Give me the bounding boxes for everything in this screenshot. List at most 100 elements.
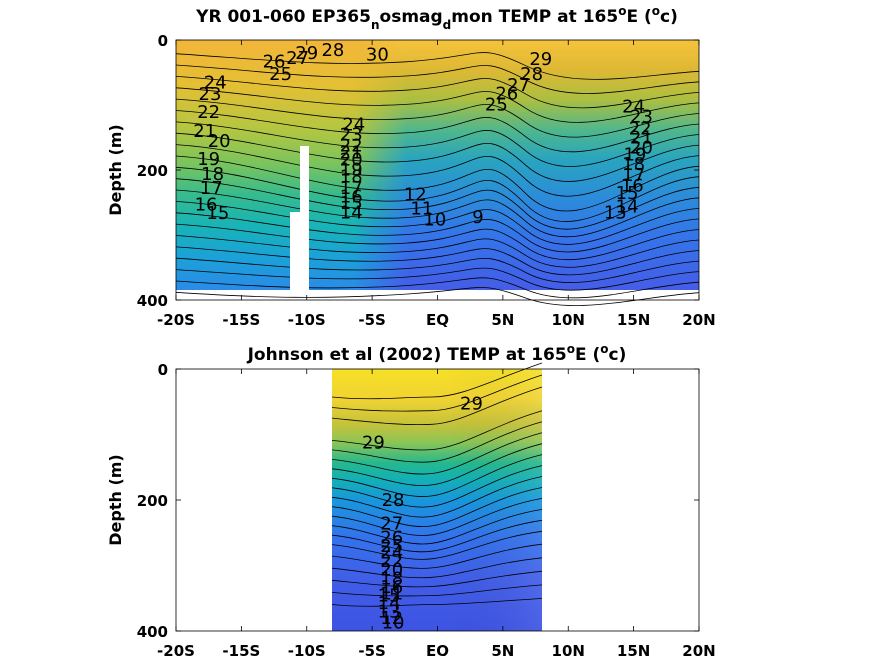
bottom-x-tick-label: 15N [617, 642, 650, 656]
top-contour-label: 15 [206, 203, 229, 224]
top-contour-label: 10 [423, 209, 446, 230]
top-contour-label: 28 [520, 64, 543, 85]
top-contour-label: 20 [630, 137, 653, 158]
bottom-contour-label: 10 [382, 612, 405, 633]
top-contour-label: 24 [622, 96, 645, 117]
top-contour-label: 13 [604, 202, 627, 223]
top-contour-lines [175, 52, 700, 306]
top-y-tick-label: 0 [158, 32, 168, 50]
bottom-contour-label: 18 [380, 569, 403, 590]
top-contour-label: 17 [622, 165, 645, 186]
top-contour-label: 12 [404, 185, 427, 206]
top-contour-line [175, 277, 700, 299]
top-contour-label: 16 [195, 194, 218, 215]
bottom-contour-line [331, 465, 543, 508]
top-contour-label: 25 [269, 64, 292, 85]
bottom-x-tick-label: EQ [426, 642, 449, 656]
bottom-chart-title: Johnson et al (2002) TEMP at 165oE (oc) [247, 342, 627, 365]
top-contour-label: 24 [342, 115, 365, 136]
bottom-x-tick-label: -10S [288, 642, 326, 656]
top-x-tick-label: -5S [358, 311, 385, 329]
top-y-tick-label: 200 [137, 162, 168, 180]
bottom-y-tick-label: 400 [137, 623, 168, 641]
top-contour-label: 18 [201, 164, 224, 185]
top-contour-line [175, 201, 700, 245]
bottom-contour-label: 28 [382, 490, 405, 511]
bottom-contour-line [331, 570, 543, 588]
top-x-tick-label: -10S [288, 311, 326, 329]
top-contour-label: 29 [295, 43, 318, 64]
top-contour-label: 14 [340, 202, 363, 223]
top-contour-label: 15 [616, 183, 639, 204]
bottom-y-tick-label: 200 [137, 492, 168, 510]
top-contour-line [175, 52, 700, 80]
top-y-tick-label: 400 [137, 292, 168, 310]
bottom-contour-lines [331, 362, 543, 607]
top-y-axis-label: Depth (m) [106, 124, 125, 216]
top-contour-label: 30 [366, 44, 389, 65]
top-x-tick-label: -15S [222, 311, 260, 329]
bottom-contour-label: 14 [378, 593, 401, 614]
bottom-y-axis-label: Depth (m) [106, 454, 125, 546]
top-x-tick-label: 10N [552, 311, 585, 329]
top-contour-label: 18 [622, 154, 645, 175]
bottom-contour-label: 26 [380, 527, 403, 548]
bottom-contour-line [331, 421, 543, 463]
top-contour-label: 20 [208, 131, 231, 152]
top-contour-line [175, 267, 700, 291]
top-contour-label: 28 [321, 40, 344, 61]
bottom-contour-label: 22 [380, 551, 403, 572]
bottom-contour-line [331, 476, 543, 518]
top-contour-label: 24 [204, 72, 227, 93]
bottom-contour-label: 24 [380, 542, 403, 563]
top-contour-line [175, 155, 700, 212]
top-contour-label: 27 [507, 75, 530, 96]
top-axis-ticks: -20S -15S -10S -5S EQ 5N 10N 15N 20N 0 200 400 [137, 32, 716, 329]
top-contour-label: 19 [340, 159, 363, 180]
bottom-contour-label: 25 [380, 536, 403, 557]
bottom-contour-line [331, 374, 543, 412]
top-contour-line [175, 212, 700, 253]
bottom-contour-line [331, 487, 543, 528]
top-contour-label: 17 [200, 178, 223, 199]
top-contour-label: 23 [340, 124, 363, 145]
top-contour-label: 22 [197, 102, 220, 123]
bottom-contour-label: 11 [380, 584, 403, 605]
top-contour-label: 15 [340, 193, 363, 214]
bottom-contour-line [331, 509, 543, 545]
bottom-panel: Johnson et al (2002) TEMP at 165oE (oc) … [106, 342, 716, 656]
top-contour-line [175, 64, 700, 94]
bottom-contour-line [331, 584, 543, 597]
bottom-contour-line [331, 454, 543, 497]
top-contour-label: 16 [340, 187, 363, 208]
bottom-contour-line [331, 598, 543, 607]
top-chart-title: YR 001-060 EP365nosmagdmon TEMP at 165oE… [195, 4, 678, 32]
top-contour-label: 17 [340, 178, 363, 199]
top-contour-label: 29 [529, 49, 552, 70]
top-contour-line [175, 189, 700, 238]
bottom-contour-line [331, 557, 543, 579]
bottom-x-tick-label: 10N [552, 642, 585, 656]
bottom-contour-line [331, 410, 543, 451]
bottom-x-tick-label: -5S [358, 642, 385, 656]
bottom-contour-line [331, 519, 543, 553]
top-contour-label: 18 [340, 167, 363, 188]
bottom-contour-label: 12 [380, 608, 403, 629]
bottom-axis-ticks: -20S -15S -10S -5S EQ 5N 10N 15N 20N 0 200 400 [137, 361, 716, 656]
top-contour-line [175, 166, 700, 223]
bottom-contour-line [331, 443, 543, 486]
top-x-tick-label: 15N [617, 311, 650, 329]
top-contour-label: 26 [495, 83, 518, 104]
top-contour-line [175, 110, 700, 153]
top-x-tick-label: 20N [682, 311, 715, 329]
top-contour-line [175, 76, 700, 109]
bottom-contour-label: 13 [378, 601, 401, 622]
bottom-contour-line [331, 432, 543, 475]
bottom-contour-line [331, 530, 543, 560]
top-contour-line [175, 87, 700, 123]
top-contour-label: 21 [340, 142, 363, 163]
top-masked-region [290, 146, 309, 290]
